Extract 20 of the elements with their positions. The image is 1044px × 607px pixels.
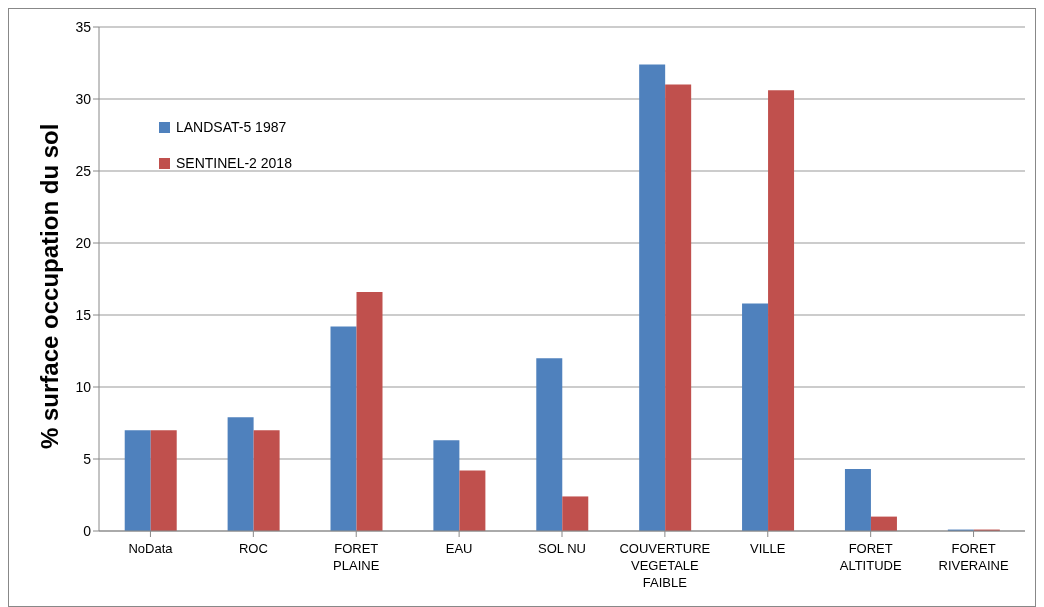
legend-label: SENTINEL-2 2018 — [176, 155, 292, 171]
x-tick-label: EAU — [445, 541, 473, 556]
x-tick-label: FORET ALTITUDE — [839, 541, 902, 573]
y-tick-label: 30 — [75, 90, 92, 107]
y-tick-label: 10 — [75, 378, 92, 395]
x-tick-label: VILLE — [750, 541, 786, 556]
x-tick-label: FORET RIVERAINE — [938, 541, 1009, 573]
y-tick-label: 25 — [75, 162, 92, 179]
y-axis-title: % surface occupation du sol — [35, 123, 63, 449]
y-tick-label: 20 — [75, 234, 92, 251]
x-tick-label: ROC — [238, 541, 268, 556]
y-tick-label: 15 — [75, 306, 92, 323]
x-tick-label: SOL NU — [538, 541, 586, 556]
y-tick-label: 35 — [75, 18, 92, 35]
x-tick-label: FORET PLAINE — [333, 541, 380, 573]
x-tick-label: NoData — [128, 541, 174, 556]
x-tick-label: COUVERTURE VEGETALE FAIBLE — [619, 541, 711, 590]
y-tick-label: 5 — [83, 450, 92, 467]
legend-label: LANDSAT-5 1987 — [176, 119, 287, 135]
y-tick-label: 0 — [83, 522, 92, 539]
